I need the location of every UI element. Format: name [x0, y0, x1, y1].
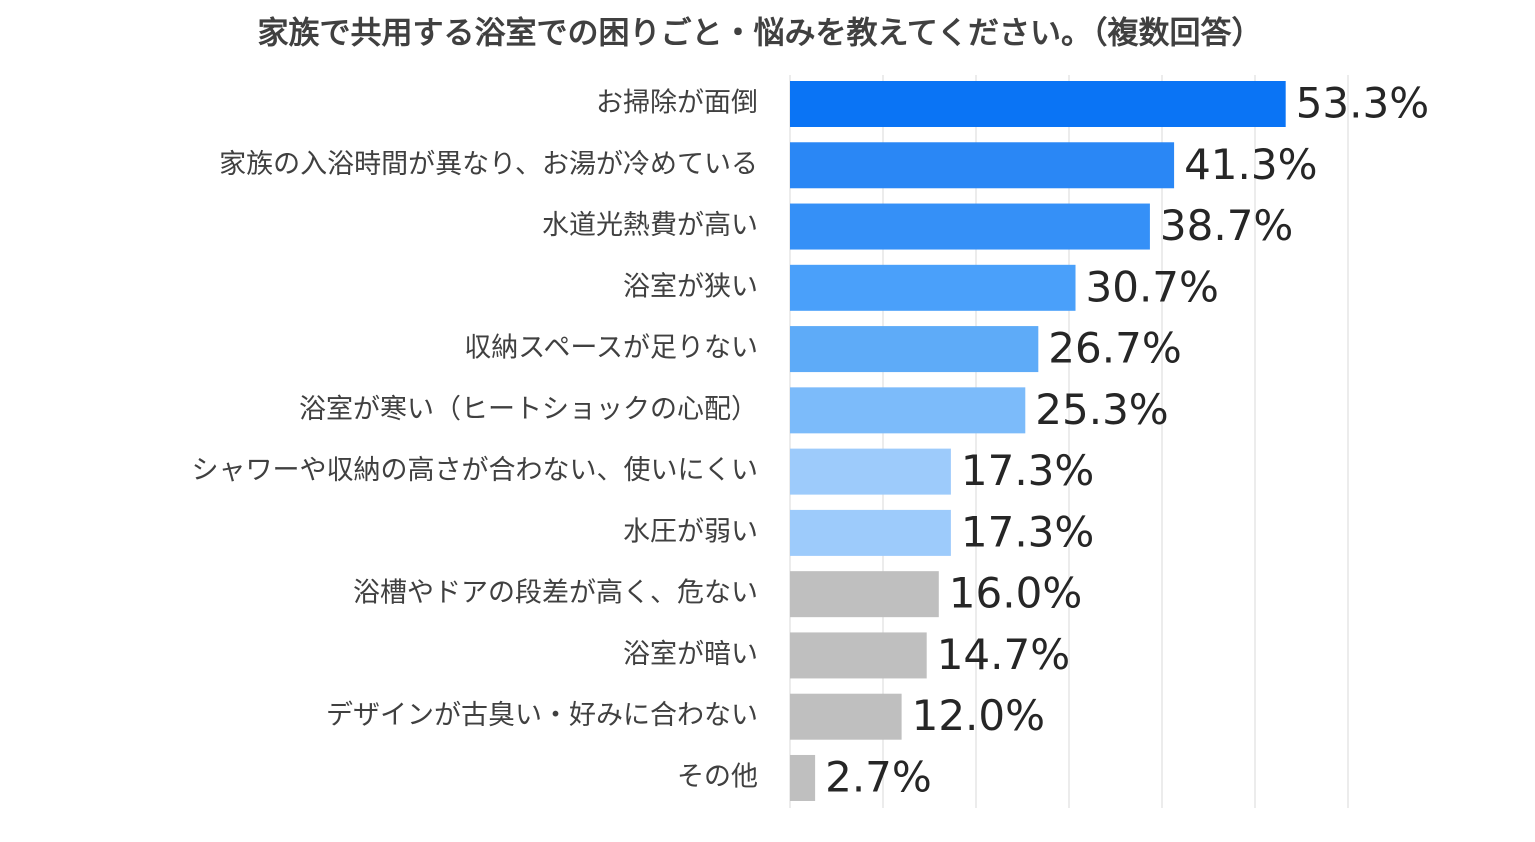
bar [790, 203, 1150, 250]
category-label: シャワーや収納の高さが合わない、使いにくい [192, 455, 758, 486]
category-label: 浴室が寒い（ヒートショックの心配） [299, 394, 758, 425]
category-label: その他 [677, 761, 758, 792]
category-label: デザインが古臭い・好みに合わない [326, 700, 758, 731]
bar [790, 693, 902, 740]
bar [790, 326, 1039, 373]
category-label: 水圧が弱い [623, 516, 758, 547]
bar [790, 509, 951, 556]
value-label: 41.3% [1184, 140, 1317, 189]
category-label: 水道光熱費が高い [542, 210, 758, 241]
category-label: 収納スペースが足りない [464, 333, 758, 364]
value-label: 17.3% [961, 507, 1094, 556]
bar [790, 387, 1026, 434]
value-label: 26.7% [1048, 324, 1181, 373]
bar [790, 571, 939, 618]
value-label: 14.7% [937, 630, 1070, 679]
category-label: 浴槽やドアの段差が高く、危ない [353, 578, 758, 609]
value-label: 25.3% [1035, 385, 1168, 434]
category-label: お掃除が面倒 [596, 88, 758, 119]
category-label: 浴室が狭い [623, 271, 758, 302]
value-label: 38.7% [1160, 201, 1293, 250]
value-label: 12.0% [912, 691, 1045, 740]
category-label: 家族の入浴時間が異なり、お湯が冷めている [219, 149, 758, 180]
chart-title: 家族で共用する浴室での困りごと・悩みを教えてください。（複数回答） [257, 16, 1262, 52]
value-label: 30.7% [1086, 262, 1219, 311]
value-label: 53.3% [1296, 79, 1429, 128]
value-label: 16.0% [949, 569, 1082, 618]
bar [790, 754, 816, 801]
bar [790, 448, 951, 495]
category-label: 浴室が暗い [623, 639, 758, 670]
bar [790, 81, 1286, 127]
bar [790, 142, 1175, 189]
bar [790, 264, 1076, 311]
value-label: 2.7% [825, 752, 932, 801]
bar [790, 632, 927, 679]
value-label: 17.3% [961, 446, 1094, 495]
